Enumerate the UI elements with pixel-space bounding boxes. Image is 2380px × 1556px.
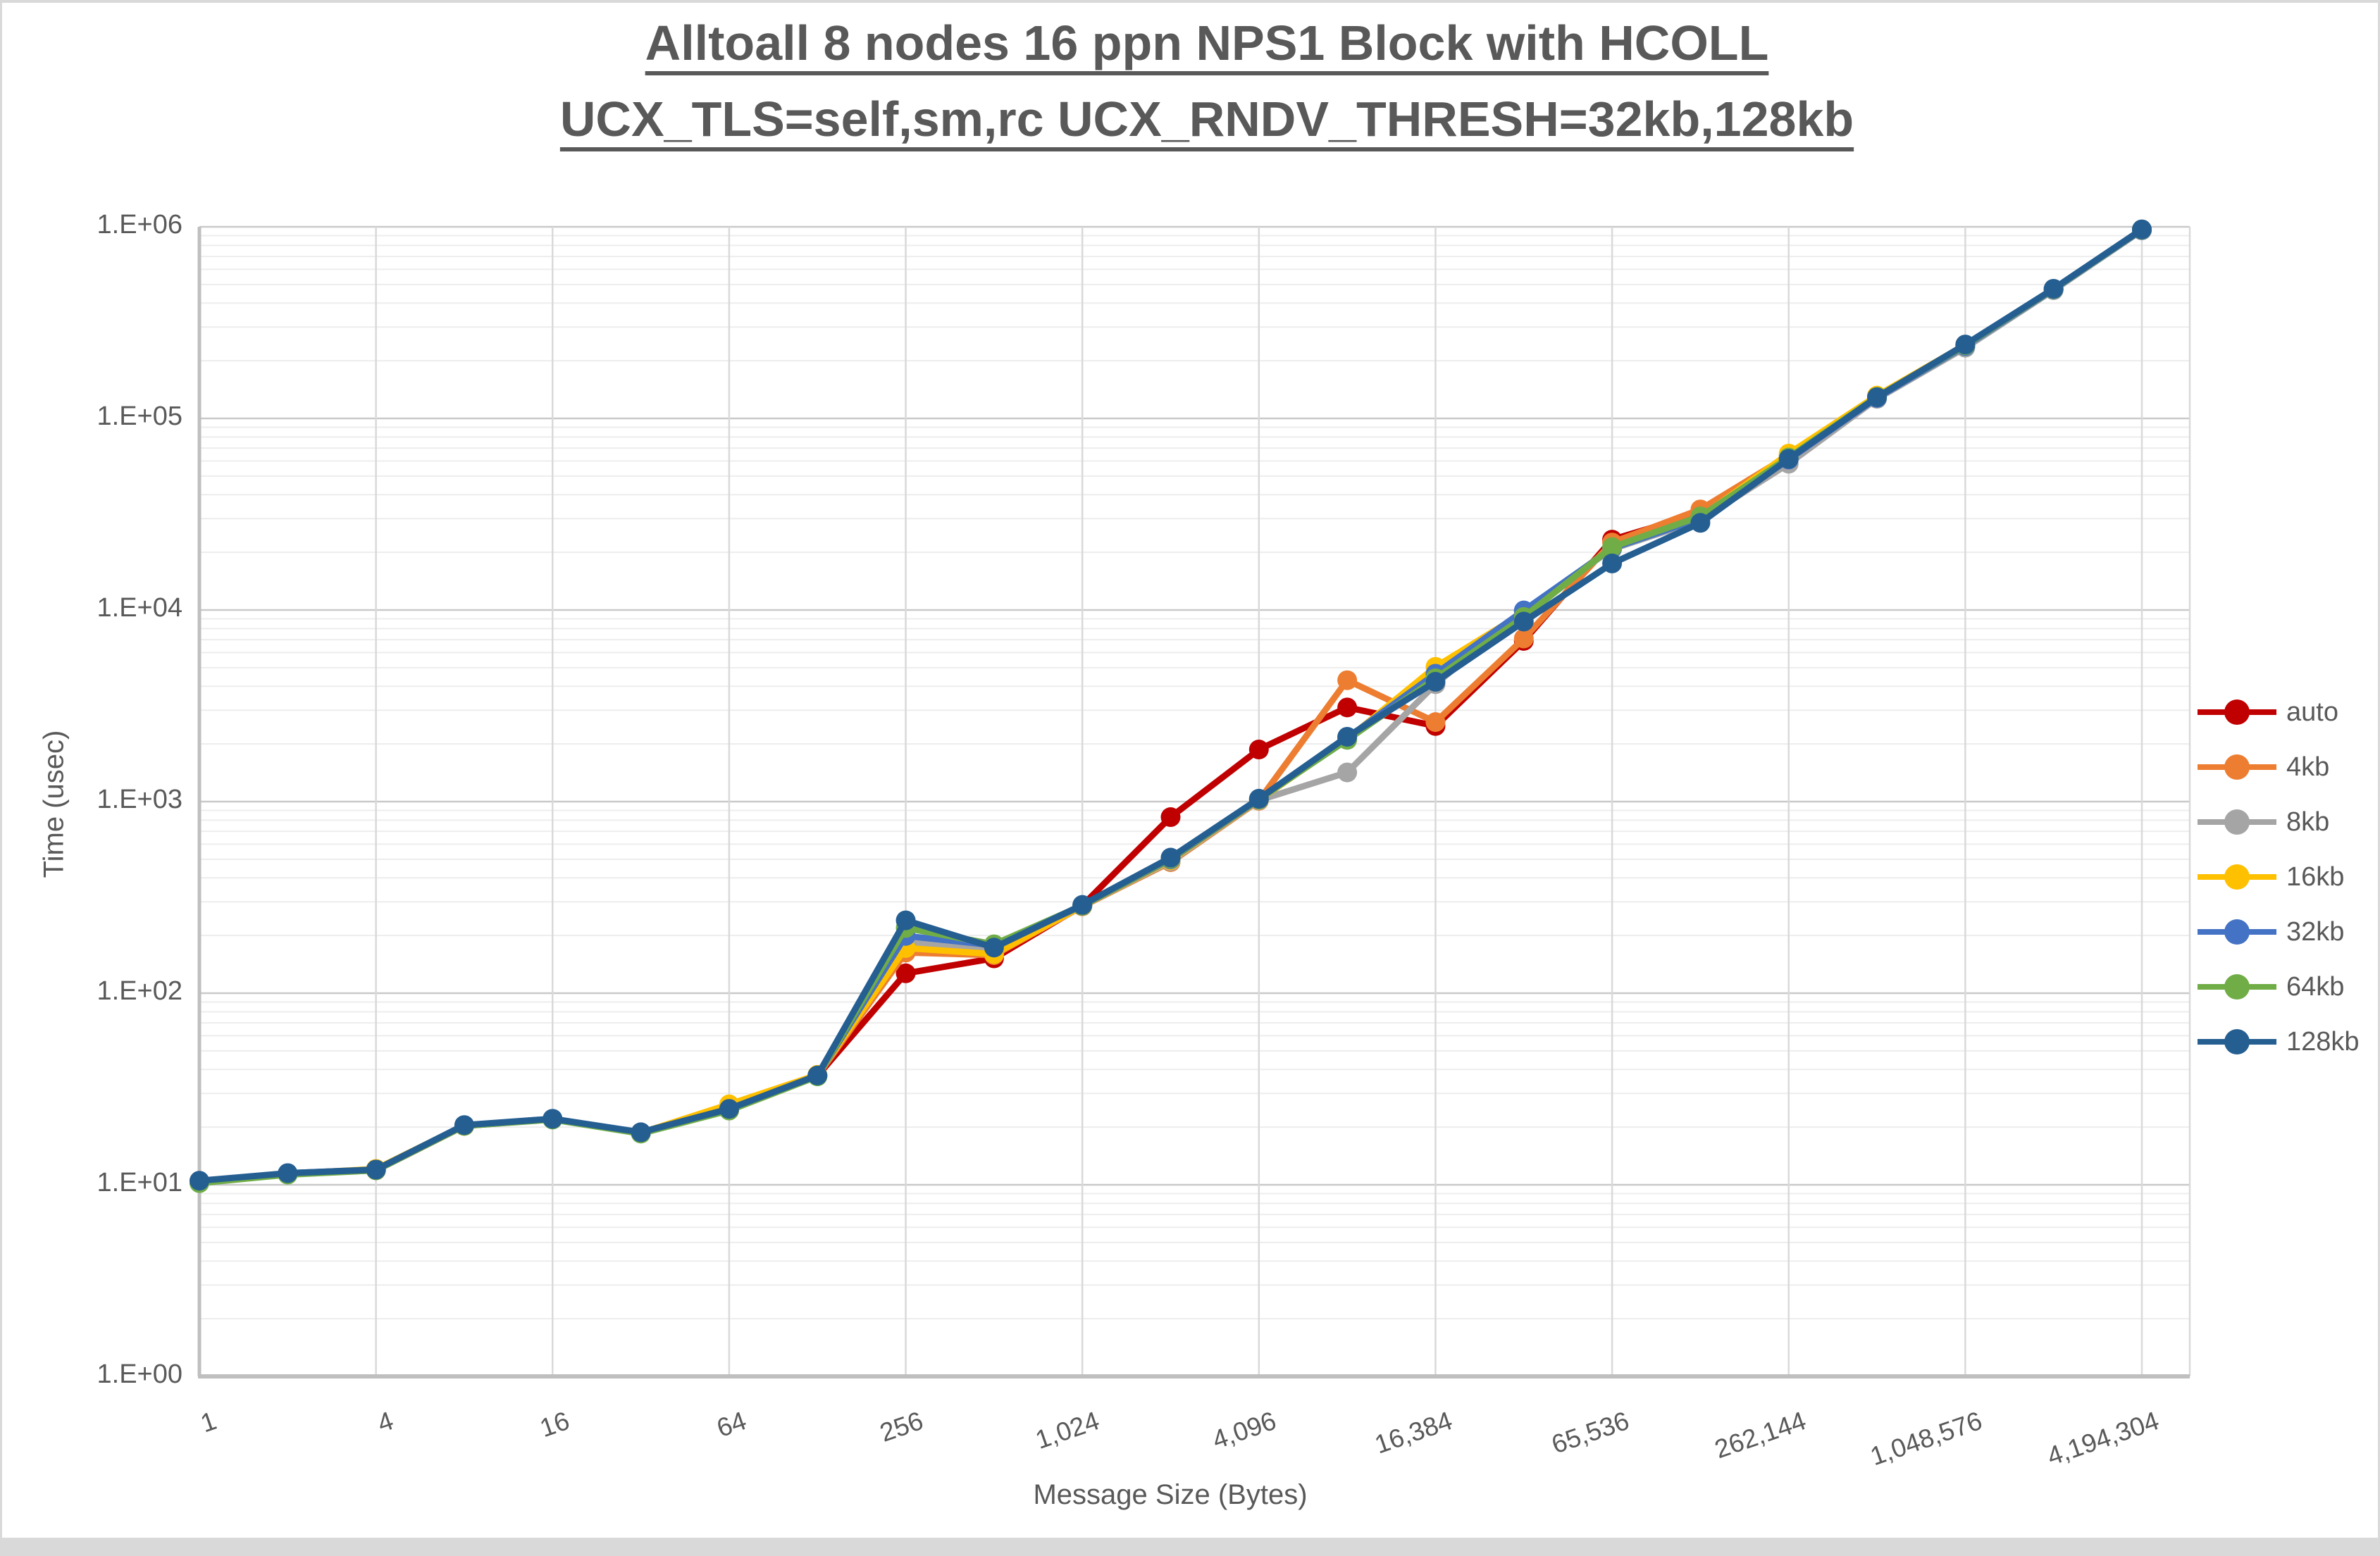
legend-swatch-32kb (2198, 919, 2276, 945)
series-marker-128kb[interactable] (543, 1109, 563, 1129)
series-marker-128kb[interactable] (1160, 847, 1181, 868)
series-marker-128kb[interactable] (1690, 513, 1711, 533)
series-marker-128kb[interactable] (1955, 335, 1976, 355)
series-marker-128kb[interactable] (2043, 278, 2064, 299)
series-marker-128kb[interactable] (1602, 553, 1623, 573)
y-tick-label: 1.E+06 (97, 210, 183, 239)
series-line-auto[interactable] (196, 227, 2145, 1185)
series-line-128kb[interactable] (196, 226, 2145, 1184)
legend-label: 4kb (2286, 752, 2330, 782)
series-marker-auto[interactable] (895, 963, 916, 983)
chart-title: Alltoall 8 nodes 16 ppn NPS1 Block with … (30, 15, 2378, 170)
series-marker-128kb[interactable] (278, 1163, 298, 1183)
legend-item-8kb[interactable]: 8kb (2198, 795, 2329, 849)
series-marker-8kb[interactable] (1337, 762, 1358, 783)
series-line-32kb[interactable] (196, 226, 2145, 1185)
legend-item-64kb[interactable]: 64kb (2198, 959, 2344, 1014)
legend-swatch-auto (2198, 699, 2276, 725)
y-tick-label: 1.E+05 (97, 402, 183, 431)
legend-item-auto[interactable]: auto (2198, 685, 2338, 740)
series-marker-128kb[interactable] (984, 938, 1004, 958)
series-marker-128kb[interactable] (1337, 726, 1358, 747)
series-marker-64kb[interactable] (1602, 537, 1623, 557)
series-marker-128kb[interactable] (1072, 895, 1093, 915)
legend-label: 64kb (2286, 971, 2345, 1002)
series-line-64kb[interactable] (196, 226, 2145, 1187)
x-axis-title: Message Size (Bytes) (1033, 1479, 1308, 1510)
y-tick-label: 1.E+04 (97, 593, 183, 623)
legend-label: auto (2286, 697, 2338, 727)
legend-item-4kb[interactable]: 4kb (2198, 740, 2329, 795)
y-tick-label: 1.E+02 (97, 976, 183, 1006)
legend-item-16kb[interactable]: 16kb (2198, 849, 2344, 904)
legend-swatch-4kb (2198, 754, 2276, 780)
series-line-16kb[interactable] (196, 226, 2145, 1185)
series-marker-128kb[interactable] (1425, 671, 1446, 692)
chart-title-line1: Alltoall 8 nodes 16 ppn NPS1 Block with … (645, 15, 1769, 70)
y-tick-label: 1.E+00 (97, 1359, 183, 1389)
y-axis-title: Time (usec) (38, 730, 70, 878)
legend-swatch-128kb (2198, 1029, 2276, 1054)
series-marker-128kb[interactable] (1513, 611, 1534, 632)
plot-area (190, 219, 2191, 1378)
legend-item-128kb[interactable]: 128kb (2198, 1014, 2360, 1069)
series-marker-128kb[interactable] (1778, 449, 1799, 469)
series-marker-128kb[interactable] (366, 1159, 386, 1180)
legend-label: 32kb (2286, 916, 2345, 947)
series-marker-4kb[interactable] (1425, 712, 1446, 733)
series-marker-128kb[interactable] (631, 1122, 651, 1143)
legend-item-32kb[interactable]: 32kb (2198, 904, 2344, 959)
legend-label: 8kb (2286, 807, 2330, 837)
legend-swatch-64kb (2198, 974, 2276, 1000)
legend-swatch-8kb (2198, 809, 2276, 835)
series-marker-4kb[interactable] (1337, 670, 1358, 690)
series-marker-128kb[interactable] (454, 1115, 474, 1135)
series-line-8kb[interactable] (196, 227, 2145, 1185)
series-marker-128kb[interactable] (190, 1171, 209, 1191)
legend-label: 16kb (2286, 861, 2345, 892)
window-bottom-edge (2, 1538, 2378, 1556)
series-marker-128kb[interactable] (1248, 788, 1269, 809)
y-tick-label: 1.E+03 (97, 785, 183, 814)
legend-label: 128kb (2286, 1026, 2360, 1057)
series-marker-128kb[interactable] (2132, 219, 2152, 239)
series-marker-4kb[interactable] (1513, 628, 1534, 649)
series-marker-auto[interactable] (1337, 697, 1358, 718)
series-line-4kb[interactable] (196, 227, 2145, 1185)
series-marker-auto[interactable] (1248, 740, 1269, 760)
series-marker-auto[interactable] (1160, 807, 1181, 828)
series-marker-128kb[interactable] (807, 1065, 828, 1085)
chart-title-line2: UCX_TLS=self,sm,rc UCX_RNDV_THRESH=32kb,… (559, 92, 1854, 147)
series-marker-128kb[interactable] (895, 910, 916, 931)
legend-swatch-16kb (2198, 864, 2276, 890)
y-tick-label: 1.E+01 (97, 1168, 183, 1197)
series-marker-128kb[interactable] (1867, 387, 1888, 407)
series-marker-128kb[interactable] (719, 1099, 739, 1119)
